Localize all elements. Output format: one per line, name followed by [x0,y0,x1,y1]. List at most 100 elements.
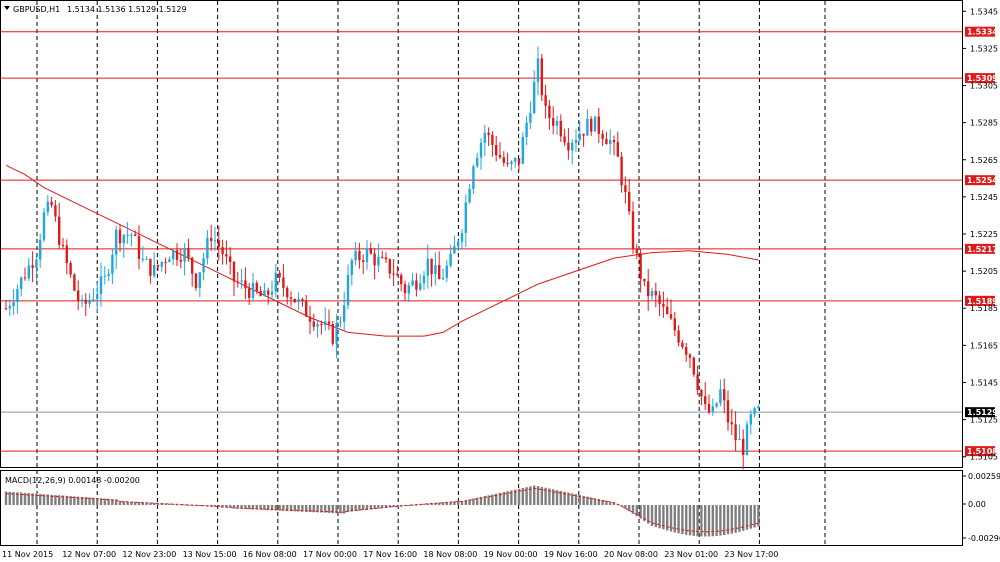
macd-bar [631,505,635,514]
macd-bar [183,504,186,506]
candle-body [707,404,711,413]
macd-bar [23,492,27,505]
macd-bar [35,493,38,505]
macd-bar [654,505,657,528]
candle-body [206,238,209,259]
candle-body [757,406,760,409]
candles [4,46,760,470]
macd-bar [726,505,730,535]
time-tick-label: 20 Nov 08:00 [604,550,658,559]
macd-bar [308,505,312,512]
candle-body [92,299,95,301]
candle-body [696,374,699,391]
macd-bar [605,500,608,505]
candle-body [719,389,722,404]
candle-body [407,285,410,294]
candle-body [343,305,346,322]
macd-bar [502,492,505,505]
candle-body [605,138,608,145]
candle-body [639,253,642,279]
candle-body [213,240,217,242]
candle-body [248,288,251,298]
candle-body [677,330,680,343]
macd-bar [392,505,395,507]
macd-bar [8,491,11,505]
macd-bar [438,502,441,505]
main-panel[interactable] [0,0,963,468]
macd-bar [476,497,479,505]
price-axis: 1.5345 1.5325 1.5305 1.5285 1.5265 1.5245 1.52… [962,7,998,462]
candle-body [586,118,589,136]
macd-bar [137,502,141,505]
price-tick-label: 1.5305 [970,82,998,91]
macd-bar [749,505,752,529]
candle-body [438,265,441,280]
time-tick-label: 18 Nov 08:00 [423,550,477,559]
macd-bar [369,505,372,510]
macd-bar [517,488,521,505]
candle-body [61,244,65,246]
candle-body [12,302,15,307]
candle-body [153,264,156,276]
candle-body [590,118,593,132]
candle-body [753,408,756,415]
time-axis: 11 Nov 2015 12 Nov 07:00 12 Nov 23:00 13 No… [2,550,778,559]
macd-bar [536,486,540,505]
candle-body [118,229,122,244]
candle-body [567,142,570,151]
candle-body [476,157,479,167]
candle-body [39,239,42,260]
macd-bar [388,505,391,508]
level-price-text: 1.5217 [967,245,998,254]
macd-bar [506,491,509,505]
candle-body [552,118,555,126]
level-price-text: 1.5309 [967,74,998,83]
macd-tick-label: -0.00296 [968,534,1000,543]
candle-body [563,136,566,143]
macd-bar [453,501,456,505]
macd-bar [745,505,749,530]
macd-bar [358,505,361,511]
macd-label: MACD(12,26,9) 0.00148 -0.00200 [5,476,140,485]
macd-bar [232,505,236,509]
chart-header[interactable]: GBPUSD,H1 1.5134 1.5136 1.5129 1.5129 [4,5,187,14]
macd-bar [365,505,369,510]
candle-body [654,291,657,296]
price-tick-label: 1.5145 [970,378,998,387]
macd-bar [221,505,224,508]
candle-body [221,247,224,255]
candle-body [628,192,631,212]
candle-body [544,95,547,106]
candle-body [335,322,338,344]
macd-bar [434,502,437,505]
candle-body [255,282,258,292]
macd-bar [544,487,547,505]
candle-body [464,202,467,233]
macd-bar [609,501,612,505]
time-tick-label: 23 Nov 17:00 [724,550,778,559]
macd-bar [255,505,258,510]
macd-bar [73,496,76,505]
macd-bar [149,502,152,505]
macd-bar [666,505,669,531]
macd-bar [734,505,737,533]
macd-bar [738,505,741,532]
candle-body [346,275,350,306]
candle-body [88,299,91,304]
candle-body [164,262,167,264]
macd-axis: 0.00259 0.00 -0.00296 [962,472,1000,543]
candle-body [111,254,114,274]
candle-body [502,157,505,163]
macd-bar [46,494,49,505]
macd-panel[interactable] [0,470,963,546]
candle-body [673,318,676,331]
macd-bar [673,505,676,533]
macd-bar [662,505,665,530]
candle-body [749,414,752,425]
macd-bar [50,494,53,505]
candle-body [392,273,395,275]
candle-body [141,258,144,260]
ma-line [5,164,759,337]
dropdown-triangle-icon[interactable] [4,6,10,10]
